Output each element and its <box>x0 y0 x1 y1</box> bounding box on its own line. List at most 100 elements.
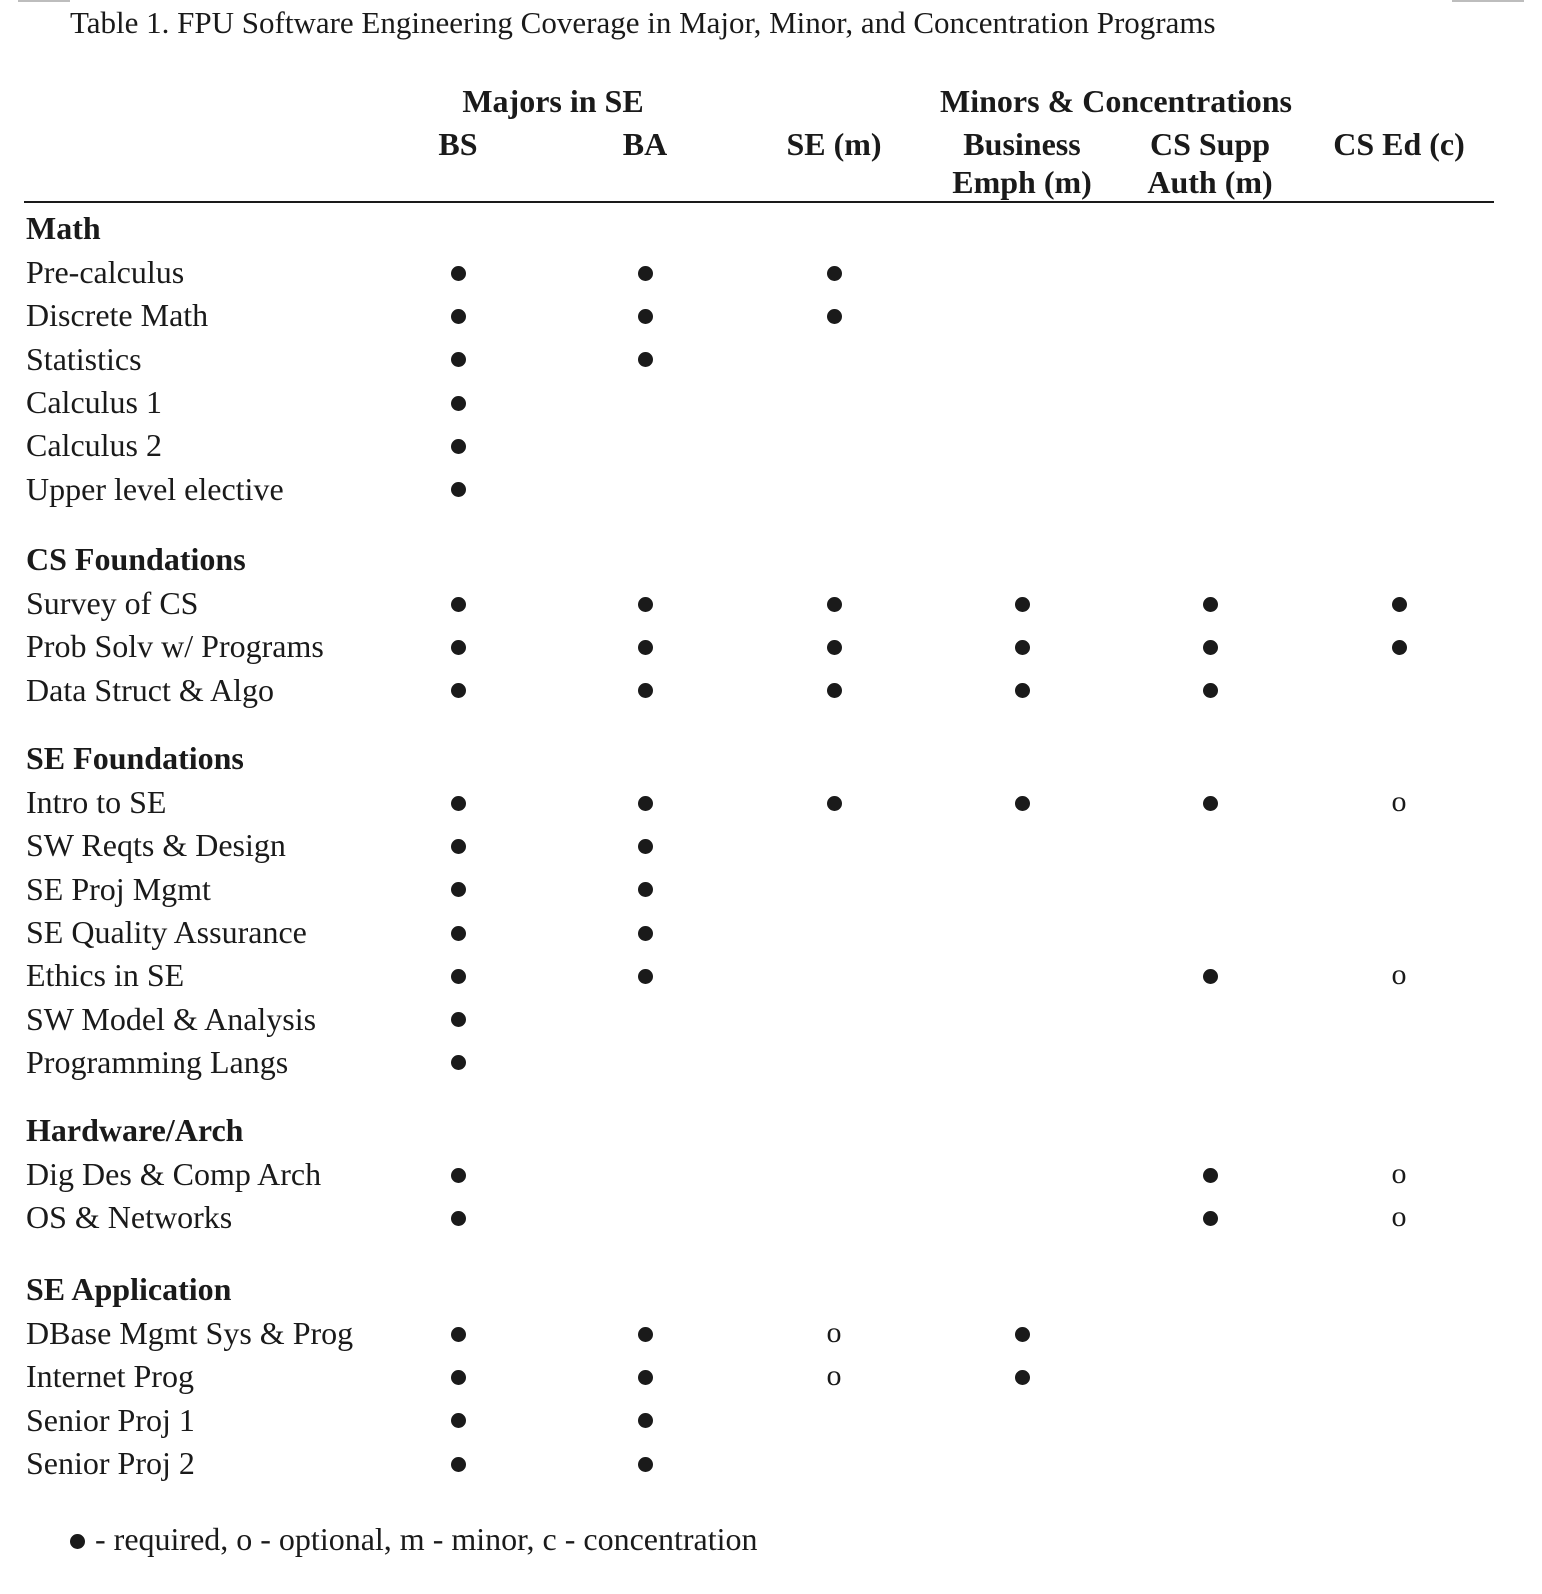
row-label: Prob Solv w/ Programs <box>26 628 324 665</box>
row-label: Calculus 2 <box>26 427 162 464</box>
required-dot-icon <box>1202 1167 1218 1183</box>
required-mark <box>428 1314 488 1352</box>
required-dot-icon <box>1202 683 1218 699</box>
required-dot-icon <box>450 395 466 411</box>
section-heading: SE Application <box>26 1271 232 1307</box>
required-mark <box>428 383 488 421</box>
row-label: Programming Langs <box>26 1043 289 1080</box>
column-header-line1: BA <box>622 126 668 162</box>
required-mark <box>804 296 864 334</box>
column-header-line2: Auth (m) <box>1147 164 1273 200</box>
required-dot-icon <box>1014 795 1030 811</box>
required-dot-icon <box>1202 968 1218 984</box>
optional-mark: o <box>1391 1200 1407 1234</box>
required-dot-icon <box>450 639 466 655</box>
optional-mark: o <box>826 1316 842 1349</box>
required-mark <box>804 671 864 709</box>
section-heading: CS Foundations <box>26 541 246 577</box>
required-dot-icon <box>637 596 653 612</box>
required-dot-icon <box>637 683 653 699</box>
required-dot-icon <box>1014 639 1030 655</box>
required-dot-icon <box>450 438 466 454</box>
row-label: Ethics in SE <box>26 957 185 994</box>
required-mark <box>615 296 675 334</box>
required-mark <box>428 870 488 908</box>
row-label: SW Reqts & Design <box>26 827 286 864</box>
required-mark <box>615 870 675 908</box>
required-dot-icon <box>637 308 653 324</box>
column-header-line1: SE (m) <box>786 126 882 162</box>
required-dot-icon <box>1202 596 1218 612</box>
required-dot-icon <box>637 1456 653 1472</box>
required-dot-icon <box>1014 1326 1030 1342</box>
column-header: CS Supp Auth (m) <box>1115 125 1305 201</box>
required-dot-icon <box>1202 1210 1218 1226</box>
required-mark <box>428 1198 488 1236</box>
required-mark <box>428 1357 488 1395</box>
column-header-line1: BS <box>438 126 478 162</box>
row-label: Dig Des & Comp Arch <box>26 1156 322 1192</box>
required-dot-icon <box>450 352 466 368</box>
required-mark <box>615 1401 675 1439</box>
column-header: SE (m) <box>739 125 929 163</box>
required-mark <box>615 913 675 951</box>
required-dot-icon <box>637 968 653 984</box>
required-mark <box>804 783 864 821</box>
required-mark <box>615 1314 675 1352</box>
required-mark <box>615 584 675 622</box>
required-mark <box>428 826 488 864</box>
required-dot-icon <box>826 265 842 281</box>
row-label: SW Model & Analysis <box>26 1000 317 1037</box>
required-mark <box>992 584 1052 622</box>
required-mark <box>804 253 864 291</box>
required-mark <box>1369 627 1429 665</box>
required-mark <box>1180 584 1240 622</box>
required-dot-icon <box>450 1167 466 1183</box>
corner-mark-left <box>18 0 70 2</box>
required-dot-icon <box>637 882 653 898</box>
required-mark <box>804 584 864 622</box>
required-mark <box>615 253 675 291</box>
required-dot-icon <box>637 639 653 655</box>
row-label: SE Proj Mgmt <box>26 870 211 907</box>
required-mark <box>615 1357 675 1395</box>
required-dot-icon <box>450 968 466 984</box>
required-dot-icon <box>1014 596 1030 612</box>
row-label: Intro to SE <box>26 784 167 820</box>
required-dot-icon <box>450 1210 466 1226</box>
required-dot-icon <box>450 925 466 941</box>
legend-text: - required, o - optional, m - minor, c -… <box>95 1521 758 1557</box>
section-heading: Hardware/Arch <box>26 1112 244 1148</box>
required-dot-icon <box>826 596 842 612</box>
row-label: SE Quality Assurance <box>26 913 307 950</box>
column-header: BA <box>550 125 740 163</box>
required-mark <box>992 627 1052 665</box>
required-dot-icon <box>70 1534 85 1550</box>
column-header: Business Emph (m) <box>927 125 1117 201</box>
required-mark <box>428 1155 488 1193</box>
required-dot-icon <box>637 838 653 854</box>
column-header-line1: CS Supp <box>1149 126 1271 162</box>
required-mark <box>804 627 864 665</box>
required-dot-icon <box>637 265 653 281</box>
required-mark <box>428 671 488 709</box>
required-mark <box>615 783 675 821</box>
required-dot-icon <box>637 925 653 941</box>
required-mark <box>615 826 675 864</box>
optional-mark: o <box>1391 785 1407 818</box>
required-mark <box>1180 956 1240 994</box>
required-dot-icon <box>1391 639 1407 655</box>
required-mark <box>428 470 488 508</box>
required-mark <box>428 340 488 378</box>
column-header-line2: Emph (m) <box>952 164 1092 200</box>
required-mark <box>1180 627 1240 665</box>
row-label: Calculus 1 <box>26 383 162 420</box>
required-dot-icon <box>1014 1369 1030 1385</box>
required-mark <box>428 783 488 821</box>
group-header-majors: Majors in SE <box>462 83 644 119</box>
required-mark <box>992 783 1052 821</box>
required-mark <box>428 1000 488 1038</box>
required-dot-icon <box>1202 639 1218 655</box>
column-header-line1: CS Ed (c) <box>1333 126 1465 162</box>
required-dot-icon <box>450 1326 466 1342</box>
